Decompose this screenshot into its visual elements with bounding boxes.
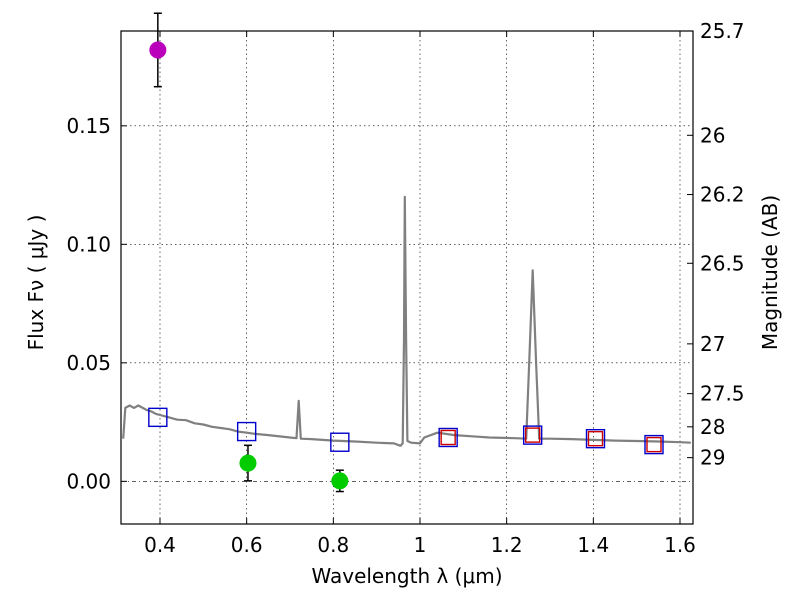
model-photometry-marker — [330, 432, 350, 452]
model-photometry-marker — [585, 428, 606, 449]
data-series — [122, 12, 691, 493]
x-axis-label: Wavelength λ (μm) — [311, 564, 502, 588]
right-tick-label: 27.5 — [700, 382, 745, 406]
observed-photometry-marker — [440, 429, 456, 446]
axis-ticks: 0.4 0.6 0.8 1 1.2 1.4 1.6 0.00 0.05 0.10 0.15 25.7 2… — [66, 19, 744, 557]
model-photometry-marker — [644, 434, 664, 455]
right-axis-label: Magnitude (AB) — [758, 195, 782, 350]
model-photometry-marker — [438, 427, 458, 448]
x-tick-label: 1 — [414, 533, 427, 557]
observed-photometry-marker — [587, 430, 604, 447]
right-tick-label: 26.2 — [700, 183, 745, 207]
model-photometry-marker — [522, 425, 543, 445]
observed-photometry-marker — [646, 436, 662, 453]
y-tick-label: 0.10 — [66, 232, 111, 256]
right-tick-label: 27 — [700, 332, 725, 356]
grid — [121, 31, 693, 524]
x-tick-label: 1.4 — [577, 533, 609, 557]
y-tick-label: 0.15 — [66, 114, 111, 138]
detection-point — [149, 41, 167, 59]
model-photometry-marker — [148, 407, 168, 428]
right-tick-label: 26 — [700, 123, 725, 147]
right-tick-label: 29 — [700, 446, 725, 470]
plot-frame — [120, 30, 694, 525]
x-tick-label: 1.6 — [664, 533, 696, 557]
observed-photometry-marker — [524, 427, 541, 443]
right-tick-label: 26.5 — [700, 251, 745, 275]
y-tick-label: 0.00 — [66, 469, 111, 493]
y-axis-label: Flux Fν ( μJy ) — [24, 215, 48, 351]
x-tick-label: 1.2 — [491, 533, 523, 557]
model-photometry-marker — [236, 421, 257, 442]
right-tick-label: 28 — [700, 415, 725, 439]
non-detections-point — [239, 454, 257, 472]
model-SED-line — [122, 195, 691, 447]
x-tick-label: 0.4 — [144, 533, 176, 557]
y-tick-label: 0.05 — [66, 351, 111, 375]
x-tick-label: 0.6 — [231, 533, 263, 557]
x-tick-label: 0.8 — [317, 533, 349, 557]
non-detections-point — [331, 472, 349, 490]
right-tick-label: 25.7 — [700, 19, 745, 43]
